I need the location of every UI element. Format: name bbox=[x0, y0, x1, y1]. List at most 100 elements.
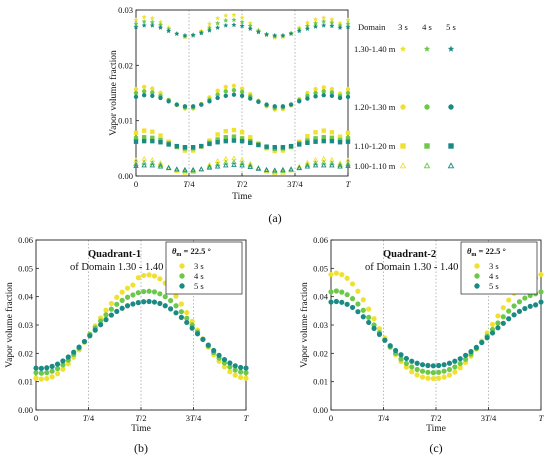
data-point-b-s1-38 bbox=[238, 369, 244, 375]
data-point-a-s2-20 bbox=[296, 28, 302, 34]
data-point-b-s2-34 bbox=[216, 352, 222, 358]
data-point-a-s2-13 bbox=[239, 23, 245, 29]
data-point-c-s2-23 bbox=[452, 358, 458, 364]
y-axis-label-b: Vapor volume fraction bbox=[4, 282, 15, 368]
panel-label-b: (b) bbox=[134, 441, 148, 455]
data-point-b-s2-2 bbox=[44, 365, 50, 371]
data-point-b-s1-21 bbox=[146, 288, 152, 294]
data-point-a-s0-11 bbox=[223, 12, 229, 18]
data-point-b-s0-18 bbox=[130, 282, 136, 288]
data-point-b-s2-38 bbox=[238, 364, 244, 371]
data-point-a-s5-20 bbox=[297, 99, 302, 104]
data-point-c-s1-20 bbox=[436, 369, 442, 375]
data-point-c-s2-16 bbox=[414, 360, 420, 366]
data-point-c-s2-22 bbox=[446, 360, 453, 366]
data-point-a-s2-14 bbox=[247, 26, 253, 32]
data-point-a-s8-22 bbox=[313, 139, 318, 144]
data-point-b-s2-18 bbox=[130, 301, 136, 307]
y-tick-label-c-3: 0.03 bbox=[313, 320, 328, 330]
y-tick-label-c-6: 0.06 bbox=[313, 235, 328, 245]
data-point-a-s2-11 bbox=[223, 22, 229, 28]
data-point-a-s3-12 bbox=[231, 83, 237, 89]
data-point-b-s2-12 bbox=[98, 322, 104, 328]
data-point-b-s0-23 bbox=[157, 276, 163, 282]
data-point-a-s8-26 bbox=[345, 139, 351, 144]
panel-label-a: (a) bbox=[268, 211, 281, 225]
data-point-b-s0-15 bbox=[114, 294, 120, 300]
legend-box-c bbox=[460, 241, 538, 295]
data-point-a-s11-25 bbox=[337, 163, 343, 169]
data-point-c-s2-14 bbox=[403, 355, 409, 362]
data-point-a-s3-2 bbox=[150, 86, 155, 91]
data-point-b-s1-24 bbox=[162, 294, 168, 300]
data-point-a-s6-3 bbox=[158, 133, 163, 138]
data-point-a-s4-12 bbox=[231, 88, 237, 93]
data-point-b-s2-39 bbox=[243, 365, 249, 371]
data-point-c-s2-31 bbox=[495, 325, 501, 331]
legend-theta-sub-b: m bbox=[176, 252, 181, 258]
data-point-a-s3-26 bbox=[345, 86, 351, 92]
data-point-a-s5-17 bbox=[272, 104, 277, 109]
data-point-b-s1-4 bbox=[54, 366, 61, 372]
data-point-a-s6-24 bbox=[329, 130, 335, 135]
data-point-b-s2-3 bbox=[49, 363, 55, 369]
data-point-c-s0-8 bbox=[371, 316, 377, 322]
data-point-c-s1-39 bbox=[538, 289, 544, 295]
data-point-c-s1-6 bbox=[360, 307, 366, 313]
data-point-b-s0-3 bbox=[49, 374, 55, 380]
data-point-b-s2-7 bbox=[71, 349, 77, 355]
data-point-b-s2-26 bbox=[173, 310, 179, 316]
data-point-a-s6-11 bbox=[223, 128, 228, 134]
data-point-a-s0-22 bbox=[312, 16, 319, 22]
annotation-title-c: Quadrant-2 bbox=[383, 249, 436, 260]
data-point-c-s0-39 bbox=[538, 271, 544, 278]
data-point-a-s3-1 bbox=[141, 84, 147, 90]
data-point-c-s0-23 bbox=[452, 369, 458, 375]
x-tick-label-a-1: T/4 bbox=[183, 179, 195, 189]
y-axis-label-a: Vapor volume fraction bbox=[108, 50, 119, 136]
data-point-b-s2-33 bbox=[211, 347, 217, 354]
legend-marker-a-0-0 bbox=[399, 45, 407, 52]
data-point-c-s0-30 bbox=[489, 321, 496, 328]
data-point-b-s2-37 bbox=[232, 363, 238, 369]
data-point-b-s1-17 bbox=[124, 294, 131, 300]
legend-label-3s-c: 3 s bbox=[489, 261, 499, 271]
legend-title-c: θm = 22.5 ° bbox=[467, 246, 506, 258]
legend-marker-a-0-1 bbox=[423, 45, 431, 52]
data-point-a-s5-9 bbox=[207, 99, 212, 104]
data-point-a-s8-25 bbox=[337, 140, 343, 145]
data-point-a-s11-26 bbox=[345, 162, 351, 168]
x-tick-label-c-0: 0 bbox=[329, 413, 333, 423]
y-tick-label-b-1: 0.01 bbox=[18, 377, 33, 387]
data-point-b-s0-20 bbox=[141, 272, 147, 279]
data-point-b-s2-9 bbox=[81, 338, 88, 345]
data-point-a-s2-9 bbox=[206, 27, 213, 33]
data-point-c-s2-18 bbox=[425, 362, 431, 369]
data-point-a-s11-11 bbox=[223, 162, 229, 168]
data-point-a-s11-5 bbox=[174, 166, 180, 172]
data-point-a-s10-22 bbox=[312, 160, 319, 166]
data-point-c-s2-26 bbox=[468, 349, 474, 355]
data-point-b-s2-11 bbox=[92, 327, 98, 333]
x-tick-label-c-1: T/4 bbox=[378, 413, 390, 423]
data-point-c-s0-33 bbox=[506, 297, 512, 303]
data-point-c-s1-1 bbox=[333, 288, 339, 294]
data-point-a-s11-10 bbox=[214, 163, 221, 169]
data-point-c-s0-2 bbox=[339, 271, 345, 278]
data-point-a-s4-11 bbox=[223, 89, 228, 94]
data-point-a-s0-9 bbox=[206, 21, 213, 27]
data-point-a-s11-6 bbox=[182, 166, 188, 172]
data-point-a-s6-22 bbox=[313, 130, 318, 135]
data-point-a-s5-25 bbox=[337, 95, 343, 101]
legend-row-1-20: 1.20-1.30 m bbox=[354, 102, 396, 112]
legend-label-4s-c: 4 s bbox=[489, 271, 499, 281]
data-point-a-s10-6 bbox=[182, 167, 188, 173]
data-point-a-s10-25 bbox=[337, 161, 343, 167]
data-point-b-s0-28 bbox=[184, 309, 190, 316]
data-point-a-s5-14 bbox=[248, 96, 253, 101]
data-point-c-s2-13 bbox=[398, 352, 404, 358]
data-point-c-s2-3 bbox=[344, 301, 350, 307]
data-point-b-s2-20 bbox=[141, 299, 147, 305]
annotation-sub-b: of Domain 1.30 - 1.40 m bbox=[70, 262, 174, 273]
data-point-a-s1-13 bbox=[239, 19, 245, 25]
